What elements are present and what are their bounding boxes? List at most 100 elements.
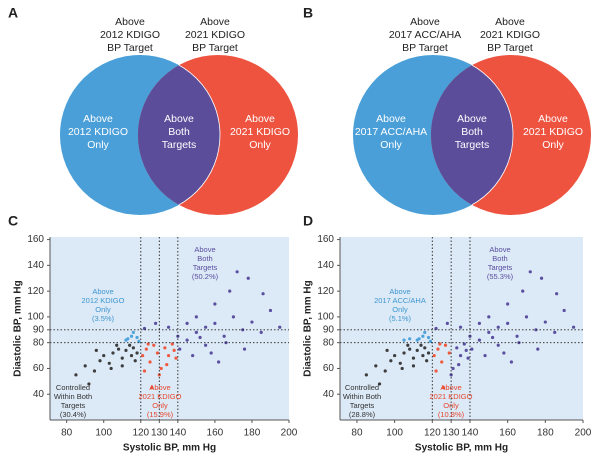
- y-tick-label: 160: [317, 234, 334, 245]
- point: [120, 356, 124, 360]
- annotation: Only: [95, 305, 111, 314]
- point: [411, 364, 416, 368]
- point: [278, 325, 282, 329]
- point: [155, 351, 160, 355]
- annotation: Above: [440, 383, 461, 392]
- point: [142, 369, 147, 373]
- x-tick-label: 130: [151, 428, 168, 439]
- point: [111, 351, 115, 355]
- point: [194, 330, 198, 334]
- point: [534, 328, 538, 332]
- point: [116, 347, 121, 351]
- point: [268, 308, 273, 313]
- point: [364, 373, 368, 377]
- point: [506, 302, 510, 306]
- y-tick-label: 60: [323, 363, 335, 374]
- point: [524, 315, 529, 319]
- annotation: Above: [389, 287, 410, 296]
- x-tick-label: 80: [61, 428, 73, 439]
- point: [142, 326, 147, 331]
- y-axis-title: Diastolic BP, mm Hg: [13, 280, 24, 377]
- point: [515, 334, 519, 338]
- annotation: 2012 KDIGO: [82, 296, 125, 305]
- annotation: (28.8%): [349, 410, 376, 419]
- venn-set-label: 2012 KDIGO: [100, 29, 160, 41]
- point: [562, 308, 566, 313]
- point: [98, 359, 102, 363]
- point: [421, 353, 425, 358]
- y-axis-title: Diastolic BP, mm Hg: [303, 280, 314, 377]
- point: [487, 315, 491, 319]
- venn-region-label: Above: [538, 113, 568, 125]
- point: [141, 353, 145, 358]
- x-axis-title: Systolic BP, mm Hg: [415, 443, 508, 454]
- point: [434, 326, 438, 331]
- point: [462, 342, 466, 346]
- x-tick-label: 140: [462, 428, 479, 439]
- annotation: Targets: [350, 401, 375, 410]
- panel-letter: B: [303, 5, 313, 21]
- point: [419, 343, 423, 347]
- point: [166, 325, 171, 329]
- x-tick-label: 180: [244, 428, 261, 439]
- annotation: (3.5%): [92, 314, 115, 323]
- point: [406, 343, 410, 347]
- x-tick-label: 130: [443, 428, 460, 439]
- point: [83, 364, 87, 368]
- x-tick-label: 160: [207, 428, 224, 439]
- point: [466, 356, 470, 360]
- point: [172, 348, 176, 353]
- point: [178, 347, 182, 351]
- point: [250, 320, 254, 324]
- point: [477, 338, 481, 342]
- venn-region-label: 2021 KDIGO: [523, 126, 583, 138]
- point: [146, 342, 150, 346]
- venn-set-label: 2021 KDIGO: [480, 29, 540, 41]
- x-tick-label: 160: [499, 428, 516, 439]
- y-tick-label: 60: [33, 363, 45, 374]
- point: [128, 343, 132, 347]
- y-tick-label: 80: [33, 337, 45, 348]
- y-tick-label: 80: [323, 337, 335, 348]
- point: [246, 276, 250, 280]
- annotation: 2017 ACC/AHA: [374, 296, 426, 305]
- point: [483, 353, 487, 358]
- point: [131, 330, 135, 334]
- point: [216, 360, 221, 364]
- point: [242, 347, 247, 351]
- point: [135, 335, 139, 340]
- point: [425, 359, 429, 363]
- venn-region-label: Above: [83, 113, 113, 125]
- x-tick-label: 100: [95, 428, 112, 439]
- point: [198, 335, 202, 340]
- point: [426, 351, 431, 355]
- annotation: (30.4%): [60, 410, 87, 419]
- point: [543, 320, 547, 324]
- point: [92, 369, 97, 373]
- point: [400, 366, 404, 371]
- annotation: 2021 KDIGO: [430, 392, 473, 401]
- point: [470, 347, 474, 351]
- annotation: Above: [149, 383, 170, 392]
- point: [389, 359, 393, 363]
- y-tick-label: 40: [33, 389, 45, 400]
- point: [428, 339, 433, 343]
- point: [502, 351, 506, 355]
- point: [137, 339, 141, 343]
- annotation: Controlled: [345, 383, 379, 392]
- point: [383, 369, 387, 373]
- point: [87, 382, 91, 386]
- panel-letter: C: [8, 213, 18, 229]
- annotation: Only: [152, 401, 168, 410]
- point: [457, 362, 461, 367]
- point: [135, 351, 139, 355]
- point: [571, 325, 576, 329]
- x-tick-label: 120: [132, 428, 149, 439]
- point: [447, 351, 451, 355]
- point: [163, 346, 167, 350]
- point: [423, 346, 427, 350]
- point: [440, 360, 444, 364]
- point: [150, 386, 154, 390]
- point: [408, 337, 412, 341]
- y-tick-label: 160: [27, 234, 44, 245]
